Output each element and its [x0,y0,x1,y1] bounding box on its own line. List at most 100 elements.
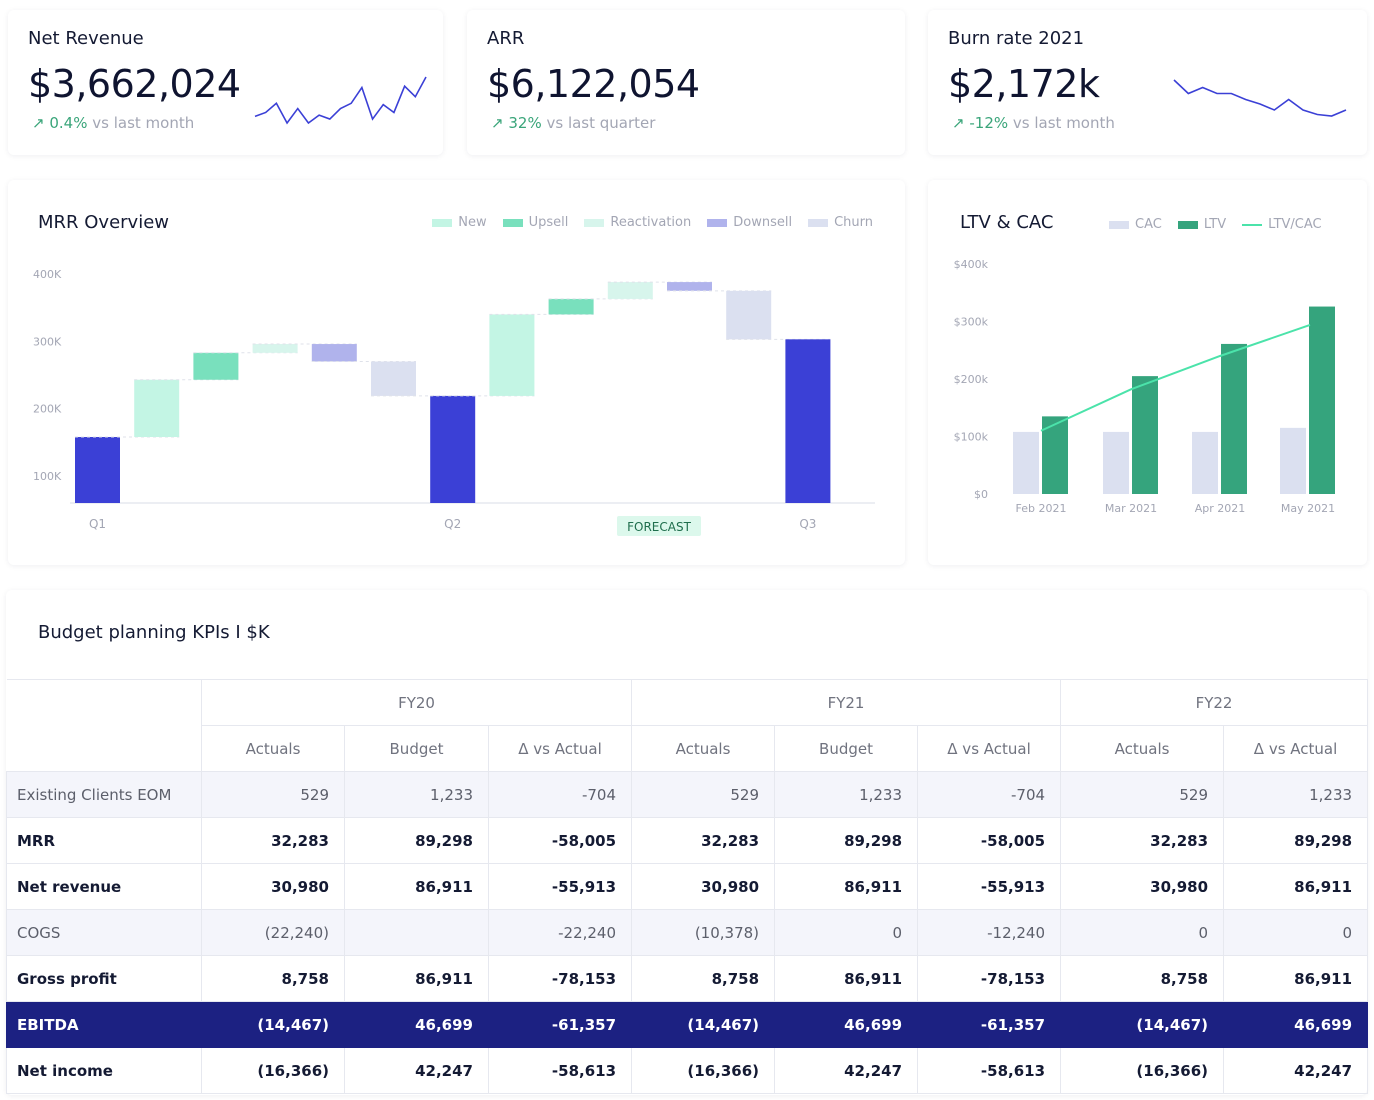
table-cell: (14,467) [631,1001,776,1048]
column-header[interactable]: Budget [344,725,489,772]
table-row: Net income (16,366) 42,247 -58,613 (16,366) 4… [6,1047,1369,1094]
table-cell: (10,378) [631,909,776,956]
bar-upsell[interactable] [548,298,594,315]
kpi-card-burn-rate: Burn rate 2021 $2,172k ↗ -12% vs last mo… [928,10,1367,155]
bar-new[interactable] [489,314,535,396]
table-row: EBITDA (14,467) 46,699 -61,357 (14,467) 46,69… [6,1001,1369,1048]
bar-q3[interactable] [785,339,831,503]
table-cell: 46,699 [774,1001,919,1048]
bar-q2[interactable] [430,395,476,503]
x-tick-label: Apr 2021 [1195,502,1246,515]
table-cell: 86,911 [1223,863,1369,910]
bar-downsell[interactable] [667,282,712,291]
column-header[interactable]: Actuals [631,725,776,772]
legend-item-ltv[interactable]: LTV [1177,217,1226,232]
column-header[interactable]: Actuals [1060,725,1225,772]
table-cell: 32,283 [1060,817,1225,864]
row-label: EBITDA [6,1001,202,1048]
legend-label: CAC [1135,217,1162,232]
legend-label: Reactivation [610,215,692,230]
legend-swatch [432,218,453,227]
bar-reactivation[interactable] [252,344,298,353]
legend-swatch [808,218,829,227]
legend-label: New [458,215,487,230]
legend-item-reactivation[interactable]: Reactivation [584,215,691,230]
table-cell: 46,699 [344,1001,489,1048]
legend-item-churn[interactable]: Churn [808,215,873,230]
table-cell: 89,298 [1223,817,1369,864]
table-cell: 86,911 [344,955,489,1002]
table-cell: 42,247 [344,1047,489,1094]
table-cell: -704 [917,771,1062,818]
bar-ltv[interactable] [1221,343,1247,494]
x-tick-label: Q3 [799,517,816,531]
table-cell: 86,911 [1223,955,1369,1002]
kpi-value: $3,662,024 [28,62,241,106]
chart-title: MRR Overview [38,212,170,233]
legend-item-new[interactable]: New [432,215,487,230]
bar-ltv[interactable] [1309,306,1335,494]
kpi-delta: ↗ 0.4% vs last month [32,114,194,132]
bar-reactivation[interactable] [607,282,653,299]
bar-ltv[interactable] [1132,376,1158,494]
row-label: Gross profit [6,955,202,1002]
table-cell: 1,233 [774,771,919,818]
column-header[interactable]: Actuals [201,725,345,772]
table-cell: 86,911 [774,863,919,910]
legend-item-ltv-cac[interactable]: LTV/CAC [1242,217,1322,232]
column-header[interactable]: Δ vs Actual [917,725,1062,772]
kpi-title: Burn rate 2021 [948,28,1085,49]
y-tick-label: 100K [33,470,62,483]
legend-label: Upsell [528,215,569,230]
ltv-cac-card: LTV & CAC CAC LTV LTV/CAC $0 $100k $200k $300… [928,180,1367,565]
kpi-delta: ↗ 32% vs last quarter [491,114,655,132]
table-cell: 86,911 [344,863,489,910]
table-row: Existing Clients EOM 529 1,233 -704 529 1,233… [6,771,1369,818]
line-ltv-cac[interactable] [1040,324,1311,432]
legend-label: Downsell [733,215,793,230]
bar-q1[interactable] [75,436,120,503]
table-cell: -58,613 [487,1047,633,1094]
table-title: Budget planning KPIs I $K [38,622,270,643]
kpi-card-arr: ARR $6,122,054 ↗ 32% vs last quarter [467,10,905,155]
column-header[interactable]: Budget [774,725,919,772]
bar-upsell[interactable] [193,352,239,380]
bar-churn[interactable] [371,361,416,396]
delta-text: vs last quarter [546,114,656,132]
table-cell: 8,758 [631,955,776,1002]
table-cell: 529 [631,771,776,818]
bar-new[interactable] [134,379,180,437]
legend-item-cac[interactable]: CAC [1109,217,1162,232]
table-cell: 42,247 [1223,1047,1369,1094]
table-cell: 529 [201,771,345,818]
bar-cac[interactable] [1192,431,1218,494]
table-cell: -22,240 [487,909,633,956]
legend-item-downsell[interactable]: Downsell [707,215,792,230]
group-header-row: FY20 FY21 FY22 [6,679,1369,772]
column-header[interactable]: Δ vs Actual [487,725,633,772]
bar-cac[interactable] [1013,431,1039,494]
y-tick-label: $100k [954,431,989,444]
y-tick-label: 200K [33,403,62,416]
x-tick-label: May 2021 [1281,502,1335,515]
budget-table: FY20 FY21 FY22 Actuals Budget Δ vs Actual Actu… [6,679,1369,1094]
table-cell: -61,357 [917,1001,1062,1048]
legend-swatch [584,218,605,227]
table-row: Net revenue 30,980 86,911 -55,913 30,980 86,9… [6,863,1369,910]
legend-item-upsell[interactable]: Upsell [502,215,569,230]
bar-cac[interactable] [1103,431,1129,494]
table-row: Gross profit 8,758 86,911 -78,153 8,758 86,91… [6,955,1369,1002]
column-header[interactable]: Δ vs Actual [1223,725,1369,772]
bar-downsell[interactable] [311,344,357,362]
bar-cac[interactable] [1280,427,1306,494]
table-cell: -12,240 [917,909,1062,956]
table-cell: -78,153 [917,955,1062,1002]
bar-churn[interactable] [726,290,772,340]
table-cell: 8,758 [201,955,345,1002]
row-label: Net revenue [6,863,202,910]
table-cell: -55,913 [917,863,1062,910]
x-tick-label: Feb 2021 [1016,502,1067,515]
table-cell: 1,233 [1223,771,1369,818]
sparkline-path [254,76,427,125]
table-cell: (14,467) [201,1001,345,1048]
